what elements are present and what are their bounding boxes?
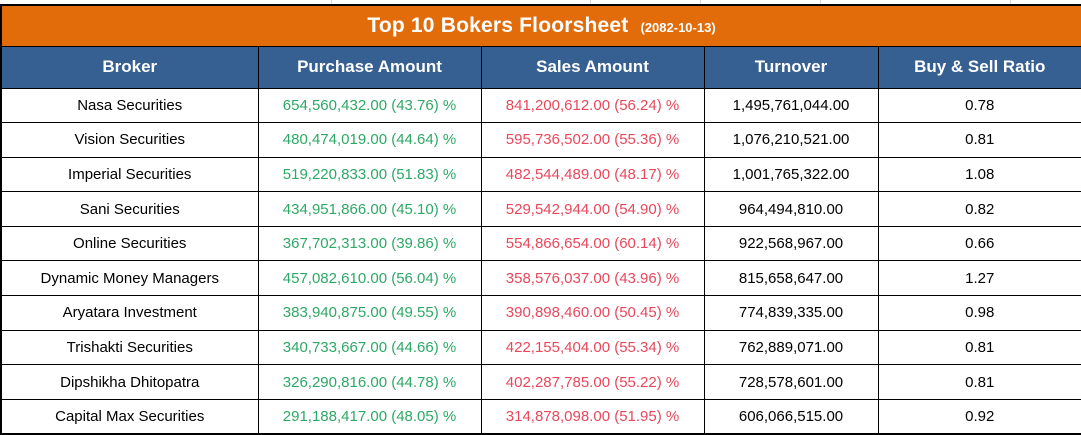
purchase-amount-cell: 654,560,432.00 (43.76) % bbox=[257, 87, 482, 124]
table-row: Dynamic Money Managers 457,082,610.00 (5… bbox=[0, 260, 1081, 297]
turnover-cell: 922,568,967.00 bbox=[703, 225, 879, 262]
turnover-cell: 774,839,335.00 bbox=[703, 295, 879, 331]
gridline bbox=[331, 0, 332, 4]
turnover-cell: 606,066,515.00 bbox=[703, 398, 879, 435]
purchase-amount-cell: 457,082,610.00 (56.04) % bbox=[257, 260, 482, 297]
broker-cell: Imperial Securities bbox=[0, 156, 259, 193]
buy-sell-ratio-cell: 1.08 bbox=[877, 156, 1081, 193]
turnover-cell: 762,889,071.00 bbox=[703, 329, 879, 366]
broker-cell: Aryatara Investment bbox=[0, 295, 259, 331]
purchase-amount-cell: 367,702,313.00 (39.86) % bbox=[257, 225, 482, 262]
turnover-cell: 1,001,765,322.00 bbox=[703, 156, 879, 193]
column-header-sales-amount: Sales Amount bbox=[480, 45, 705, 89]
sales-amount-cell: 482,544,489.00 (48.17) % bbox=[480, 156, 705, 193]
broker-cell: Trishakti Securities bbox=[0, 329, 259, 366]
gridline bbox=[700, 0, 701, 4]
gridline bbox=[820, 0, 821, 4]
purchase-amount-cell: 434,951,866.00 (45.10) % bbox=[257, 191, 482, 227]
floorsheet-table: Top 10 Bokers Floorsheet (2082-10-13) Bro… bbox=[0, 4, 1081, 435]
sales-amount-cell: 314,878,098.00 (51.95) % bbox=[480, 398, 705, 435]
column-header-purchase-amount: Purchase Amount bbox=[257, 45, 482, 89]
column-header-broker: Broker bbox=[0, 45, 259, 89]
purchase-amount-cell: 291,188,417.00 (48.05) % bbox=[257, 398, 482, 435]
buy-sell-ratio-cell: 0.78 bbox=[877, 87, 1081, 124]
sales-amount-cell: 390,898,460.00 (50.45) % bbox=[480, 295, 705, 331]
broker-cell: Dipshikha Dhitopatra bbox=[0, 364, 259, 400]
table-row: Sani Securities 434,951,866.00 (45.10) %… bbox=[0, 191, 1081, 227]
turnover-cell: 1,495,761,044.00 bbox=[703, 87, 879, 124]
buy-sell-ratio-cell: 0.81 bbox=[877, 122, 1081, 158]
title-date: (2082-10-13) bbox=[640, 19, 716, 35]
sales-amount-cell: 358,576,037.00 (43.96) % bbox=[480, 260, 705, 297]
column-header-row: Broker Purchase Amount Sales Amount Turn… bbox=[0, 45, 1081, 89]
table-row: Nasa Securities 654,560,432.00 (43.76) %… bbox=[0, 87, 1081, 124]
sales-amount-cell: 841,200,612.00 (56.24) % bbox=[480, 87, 705, 124]
buy-sell-ratio-cell: 0.98 bbox=[877, 295, 1081, 331]
table-row: Imperial Securities 519,220,833.00 (51.8… bbox=[0, 156, 1081, 193]
broker-cell: Vision Securities bbox=[0, 122, 259, 158]
buy-sell-ratio-cell: 0.81 bbox=[877, 329, 1081, 366]
turnover-cell: 964,494,810.00 bbox=[703, 191, 879, 227]
broker-cell: Nasa Securities bbox=[0, 87, 259, 124]
table-row: Aryatara Investment 383,940,875.00 (49.5… bbox=[0, 295, 1081, 331]
title-row: Top 10 Bokers Floorsheet (2082-10-13) bbox=[0, 4, 1081, 47]
buy-sell-ratio-cell: 0.81 bbox=[877, 364, 1081, 400]
broker-cell: Sani Securities bbox=[0, 191, 259, 227]
purchase-amount-cell: 480,474,019.00 (44.64) % bbox=[257, 122, 482, 158]
purchase-amount-cell: 383,940,875.00 (49.55) % bbox=[257, 295, 482, 331]
turnover-cell: 1,076,210,521.00 bbox=[703, 122, 879, 158]
table-row: Trishakti Securities 340,733,667.00 (44.… bbox=[0, 329, 1081, 366]
sales-amount-cell: 554,866,654.00 (60.14) % bbox=[480, 225, 705, 262]
sales-amount-cell: 402,287,785.00 (55.22) % bbox=[480, 364, 705, 400]
buy-sell-ratio-cell: 0.92 bbox=[877, 398, 1081, 435]
purchase-amount-cell: 326,290,816.00 (44.78) % bbox=[257, 364, 482, 400]
gridline bbox=[590, 0, 591, 4]
page-title: Top 10 Bokers Floorsheet bbox=[367, 13, 629, 37]
purchase-amount-cell: 519,220,833.00 (51.83) % bbox=[257, 156, 482, 193]
table-body: Nasa Securities 654,560,432.00 (43.76) %… bbox=[0, 87, 1081, 435]
turnover-cell: 815,658,647.00 bbox=[703, 260, 879, 297]
buy-sell-ratio-cell: 1.27 bbox=[877, 260, 1081, 297]
broker-cell: Online Securities bbox=[0, 225, 259, 262]
buy-sell-ratio-cell: 0.82 bbox=[877, 191, 1081, 227]
sales-amount-cell: 422,155,404.00 (55.34) % bbox=[480, 329, 705, 366]
table-row: Capital Max Securities 291,188,417.00 (4… bbox=[0, 398, 1081, 435]
column-header-buy-sell-ratio: Buy & Sell Ratio bbox=[877, 45, 1081, 89]
turnover-cell: 728,578,601.00 bbox=[703, 364, 879, 400]
table-row: Dipshikha Dhitopatra 326,290,816.00 (44.… bbox=[0, 364, 1081, 400]
broker-cell: Capital Max Securities bbox=[0, 398, 259, 435]
buy-sell-ratio-cell: 0.66 bbox=[877, 225, 1081, 262]
gridline bbox=[1010, 0, 1011, 4]
table-row: Vision Securities 480,474,019.00 (44.64)… bbox=[0, 122, 1081, 158]
title-bar: Top 10 Bokers Floorsheet (2082-10-13) bbox=[0, 4, 1081, 47]
column-header-turnover: Turnover bbox=[703, 45, 879, 89]
sales-amount-cell: 595,736,502.00 (55.36) % bbox=[480, 122, 705, 158]
sales-amount-cell: 529,542,944.00 (54.90) % bbox=[480, 191, 705, 227]
table-row: Online Securities 367,702,313.00 (39.86)… bbox=[0, 225, 1081, 262]
purchase-amount-cell: 340,733,667.00 (44.66) % bbox=[257, 329, 482, 366]
broker-cell: Dynamic Money Managers bbox=[0, 260, 259, 297]
spreadsheet-gridline-strip bbox=[0, 0, 1081, 4]
